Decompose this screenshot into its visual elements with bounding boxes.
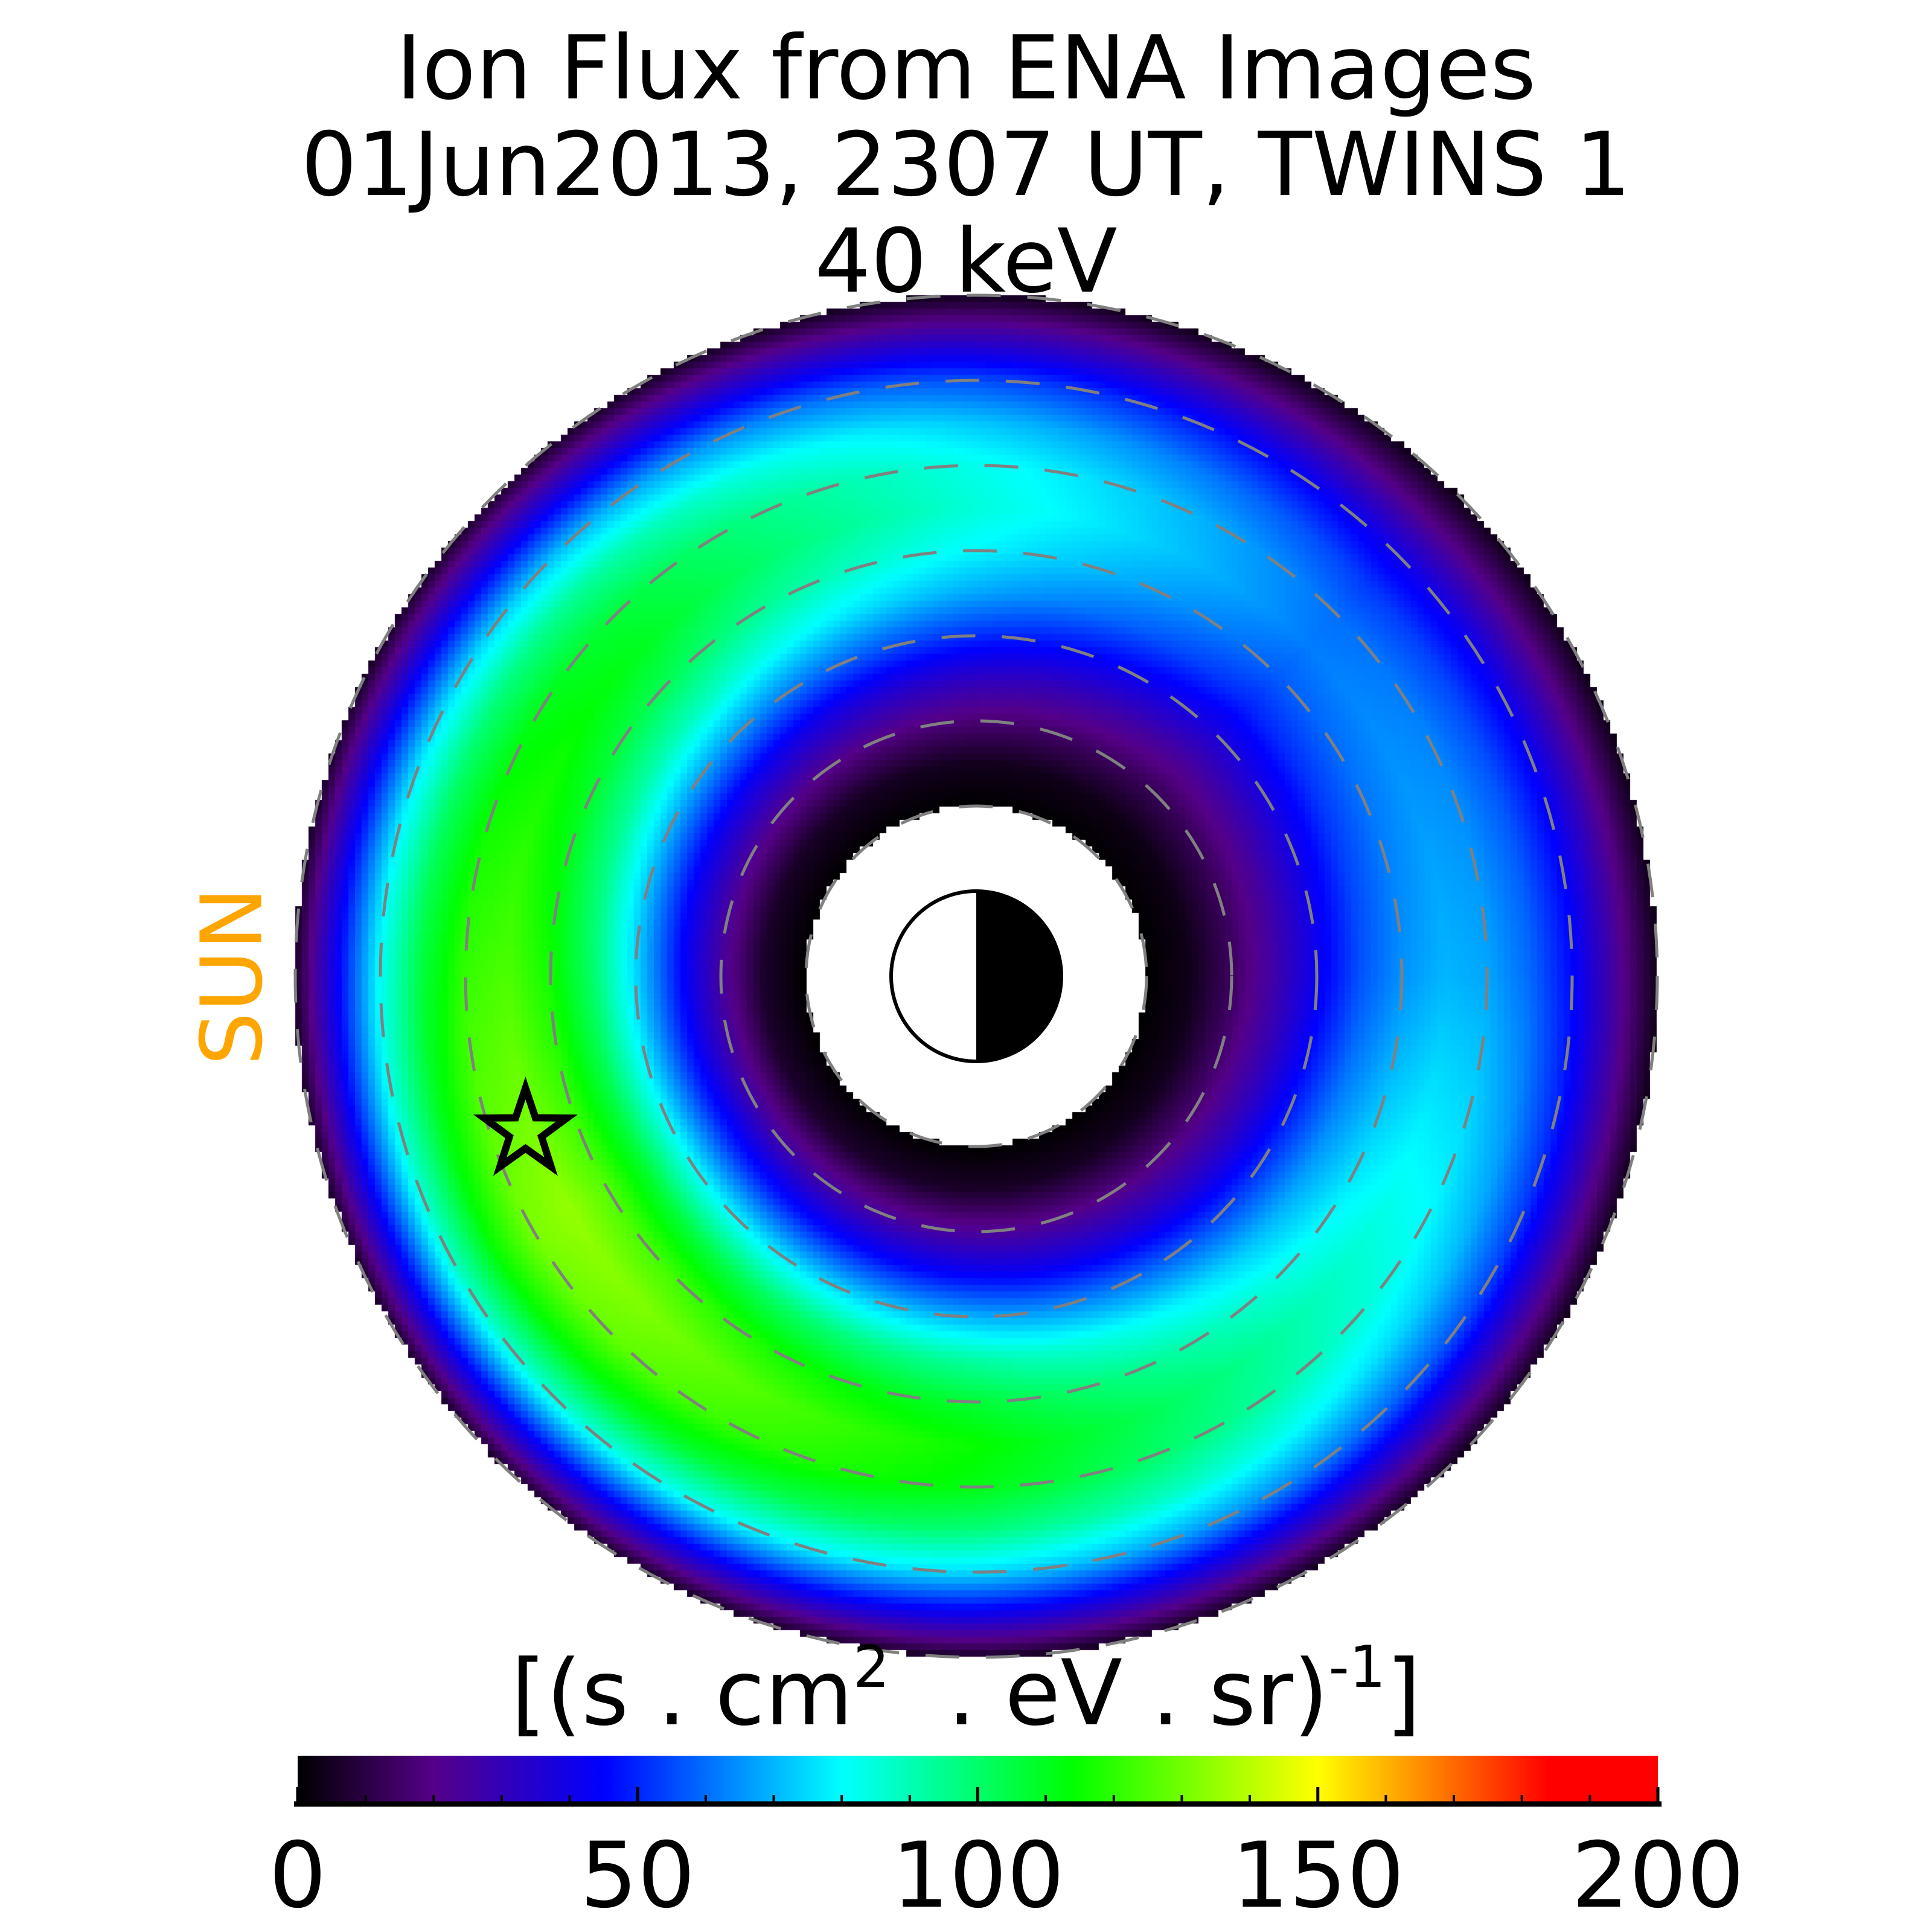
colorbar-tick-label: 200	[1571, 1823, 1745, 1928]
colorbar-tick-label: 0	[269, 1823, 327, 1928]
units-part: ]	[1386, 1641, 1421, 1746]
units-part: [(s . cm	[511, 1641, 854, 1746]
units-part: . eV . sr)	[889, 1641, 1329, 1746]
title-line-3: 40 keV	[814, 210, 1118, 313]
colorbar-tick-label: 150	[1231, 1823, 1405, 1928]
colorbar-tick-label: 100	[891, 1823, 1065, 1928]
colorbar	[298, 1756, 1658, 1804]
units-exponent: 2	[853, 1634, 890, 1701]
units-exponent: -1	[1328, 1634, 1386, 1701]
sun-direction-label: SUN	[183, 886, 282, 1066]
title-line-1: Ion Flux from ENA Images	[395, 17, 1537, 120]
colorbar-units-label: [(s . cm2 . eV . sr)-1]	[0, 1639, 1932, 1746]
title-line-2: 01Jun2013, 2307 UT, TWINS 1	[301, 114, 1631, 216]
colorbar-tick-label: 50	[580, 1823, 696, 1928]
